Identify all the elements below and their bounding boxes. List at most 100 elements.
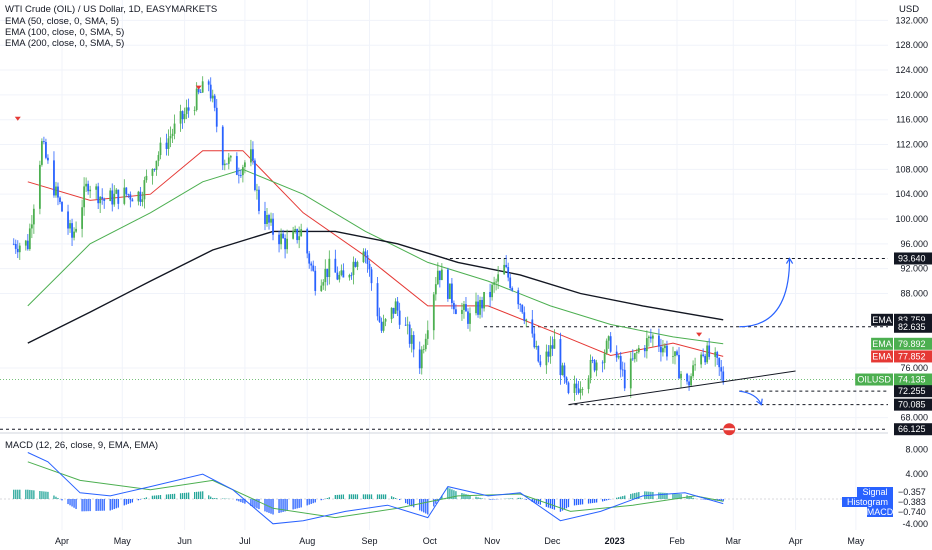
- horizontal-levels[interactable]: [0, 257, 888, 430]
- candle-body: [26, 240, 29, 250]
- candle-body: [286, 238, 288, 250]
- candle-body: [509, 277, 512, 289]
- drawings[interactable]: [14, 85, 796, 436]
- chart-title: WTI Crude (OIL) / US Dollar, 1D, EASYMAR…: [5, 4, 218, 15]
- candle-body: [410, 335, 413, 344]
- price-tag-label-bg: [871, 313, 893, 326]
- candle-body: [436, 270, 439, 285]
- candle-body: [223, 163, 226, 166]
- candle-body: [137, 191, 140, 202]
- candle-body: [438, 270, 441, 281]
- candle-body: [497, 274, 500, 282]
- time-tick-label: Aug: [299, 536, 315, 546]
- candle-body: [12, 243, 15, 245]
- price-tag-bg: [894, 385, 932, 398]
- candle-body: [292, 231, 295, 239]
- price-tag-label: OILUSD: [857, 375, 891, 385]
- candle-body: [75, 228, 77, 232]
- arrowhead: [785, 257, 794, 264]
- time-tick-label: May: [114, 536, 132, 546]
- candle-body: [165, 142, 168, 149]
- candle-body: [404, 324, 407, 326]
- candle-body: [716, 352, 719, 358]
- price-tick-label: 112.000: [896, 140, 928, 150]
- candle-body: [213, 95, 216, 108]
- candle-body: [229, 156, 232, 158]
- candle-body: [41, 141, 43, 165]
- candle-body: [575, 383, 578, 389]
- candle-body: [38, 164, 41, 209]
- candle-body: [123, 187, 126, 204]
- candle-body: [708, 345, 711, 357]
- candle-body: [426, 330, 429, 339]
- price-tick-label: 120.000: [895, 90, 928, 100]
- candle-body: [545, 351, 548, 366]
- candle-body: [493, 282, 496, 285]
- price-axis[interactable]: 132.000 128.000 124.000 120.000 116.000 112.0…: [895, 15, 928, 528]
- candle-body: [547, 351, 550, 357]
- candle-body: [235, 156, 238, 175]
- candle-body: [350, 274, 353, 276]
- price-tick-label: 108.000: [895, 164, 928, 174]
- macd-legend[interactable]: MACD (12, 26, close, 9, EMA, EMA): [5, 440, 159, 451]
- candle-body: [340, 270, 343, 275]
- candle-body: [280, 233, 282, 245]
- macd-tick-label: 4.000: [905, 469, 928, 479]
- candle-body: [241, 167, 244, 176]
- candle-body: [664, 345, 666, 349]
- candle-body: [521, 304, 524, 313]
- candle-body: [143, 180, 146, 200]
- candle-body: [95, 186, 98, 190]
- time-axis[interactable]: Apr May Jun Jul Aug Sep Oct Nov Dec 2023 Feb Mar Apr…: [55, 536, 865, 546]
- candle-body: [631, 358, 634, 360]
- ema-line: [27, 230, 724, 344]
- candle-body: [718, 357, 721, 368]
- price-tick-label: 124.000: [895, 65, 928, 75]
- candle-body: [264, 211, 266, 224]
- candle-body: [539, 361, 542, 366]
- candle-body: [676, 351, 678, 355]
- price-tag-value: 79.892: [898, 339, 926, 349]
- candle-body: [511, 288, 514, 291]
- price-tag-label: EMA: [872, 315, 892, 325]
- candle-body: [662, 348, 664, 353]
- candle-body: [308, 253, 311, 264]
- ema-50-legend[interactable]: EMA (50, close, 0, SMA, 5): [5, 16, 120, 27]
- candle-body: [658, 335, 660, 347]
- ema-lines: [27, 150, 724, 357]
- candle-body: [623, 369, 626, 389]
- candle-body: [633, 353, 636, 360]
- candle-body: [181, 111, 184, 120]
- candle-body: [159, 142, 162, 156]
- candle-body: [16, 248, 19, 253]
- candle-body: [334, 258, 337, 273]
- candle-body: [475, 301, 477, 314]
- candle-body: [201, 81, 204, 93]
- candle-body: [284, 238, 286, 250]
- macd-tag-value: −0.740: [898, 507, 926, 517]
- ema-line: [27, 168, 724, 345]
- macd-tag-label-bg: [842, 497, 893, 507]
- candle-body: [674, 351, 676, 357]
- candle-body: [237, 174, 240, 176]
- candle-body: [615, 351, 618, 358]
- time-tick-label: Dec: [544, 536, 561, 546]
- candle-body: [645, 338, 648, 352]
- ema-100-legend[interactable]: EMA (100, close, 0, SMA, 5): [5, 27, 125, 38]
- ema-200-legend[interactable]: EMA (200, close, 0, SMA, 5): [5, 38, 125, 49]
- candle-body: [87, 183, 90, 192]
- price-tag-label-bg: [871, 350, 893, 363]
- price-tick-label: 92.000: [900, 264, 928, 274]
- candle-body: [211, 95, 214, 99]
- ema-line: [27, 150, 724, 357]
- candle-body: [666, 345, 668, 357]
- candle-body: [348, 274, 351, 278]
- candle-body: [690, 376, 692, 386]
- time-tick-label: Oct: [423, 536, 438, 546]
- macd-tag-bg: [894, 497, 932, 507]
- candle-body: [368, 263, 371, 270]
- candle-body: [364, 251, 367, 256]
- candle-body: [125, 187, 128, 195]
- candle-body: [563, 365, 566, 378]
